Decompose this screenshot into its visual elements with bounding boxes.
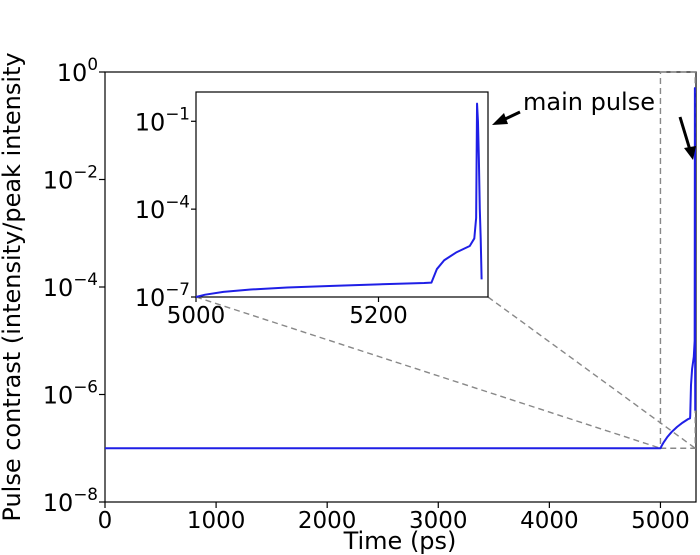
zoom-connector-left: [195, 296, 661, 449]
inset-y-tick-label: 10−4: [135, 191, 190, 224]
x-axis-label: Time (ps): [343, 527, 457, 555]
inset-axes: 5000 5200 10−7 10−4 10−1: [135, 91, 489, 329]
main-x-ticks: 0 1000 2000 3000 4000 5000: [98, 502, 690, 534]
main-y-tick-label: 10−6: [43, 377, 98, 410]
main-x-tick-label: 4000: [520, 508, 579, 534]
main-x-tick-label: 5000: [631, 508, 690, 534]
inset-background: [195, 91, 489, 298]
main-series-line: [105, 87, 697, 450]
inset-x-ticks: 5000 5200: [167, 297, 408, 329]
main-x-tick-label: 2000: [298, 508, 357, 534]
main-y-tick-label: 10−8: [43, 484, 98, 517]
inset-y-tick-label: 10−7: [135, 279, 190, 312]
annotation-arrow-right-shaft: [678, 116, 692, 151]
zoom-connector-lines: [195, 296, 696, 449]
main-y-tick-label: 10−4: [43, 269, 98, 302]
inset-y-ticks: 10−7 10−4 10−1: [135, 103, 196, 312]
inset-x-tick-label: 5200: [349, 303, 408, 329]
main-axes: 0 1000 2000 3000 4000 5000 10−810−610−410−210…: [0, 52, 697, 555]
y-axis-label: Pulse contrast (intensity/peak intensity: [0, 52, 26, 521]
main-x-tick-label: 1000: [187, 508, 246, 534]
inset-y-tick-label: 10−1: [135, 103, 190, 136]
main-series: [105, 87, 697, 450]
annotation-arrow-left-head: [492, 113, 508, 125]
annotation-label: main pulse: [523, 88, 655, 116]
inset-series: [195, 102, 483, 298]
main-x-tick-label: 3000: [409, 508, 468, 534]
inset-series-line: [195, 102, 483, 298]
main-pulse-annotation: main pulse: [492, 88, 696, 160]
main-y-tick-label: 100: [57, 54, 98, 87]
main-y-ticks: 10−8 10−6 10−4 10−2 100: [43, 54, 105, 517]
annotation-arrow-right-head: [684, 146, 696, 160]
main-y-tick-label: 10−2: [43, 162, 98, 195]
inset-x-tick-label: 5000: [167, 303, 226, 329]
main-x-tick-label: 0: [98, 508, 113, 534]
